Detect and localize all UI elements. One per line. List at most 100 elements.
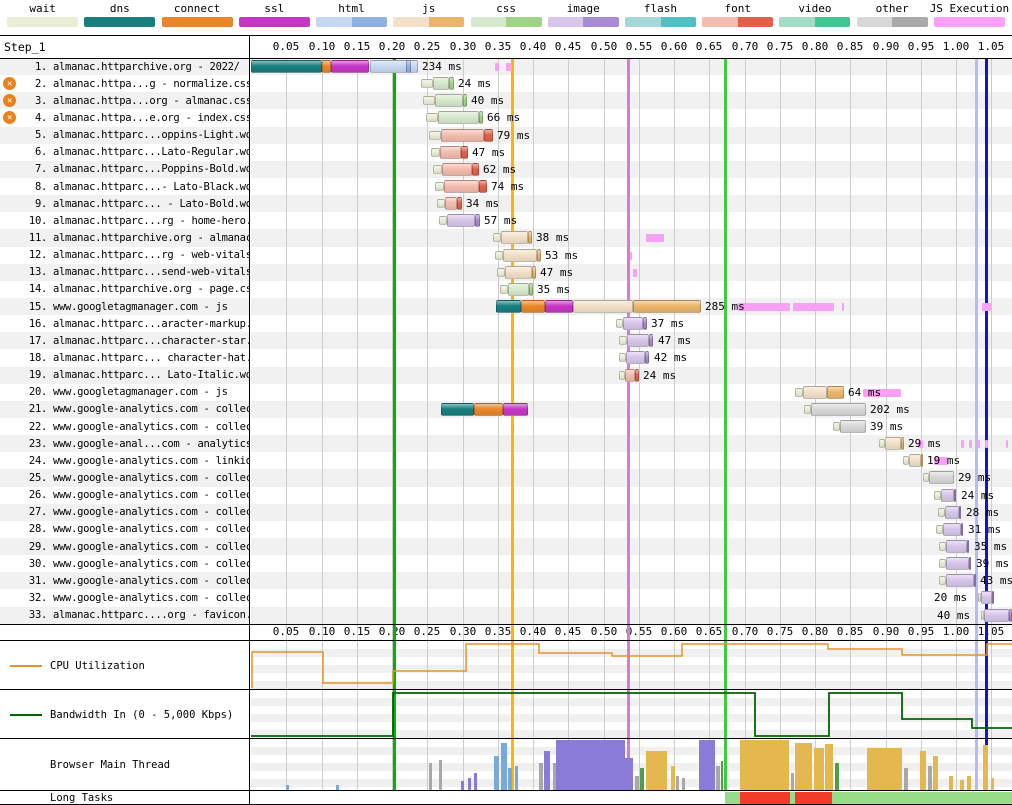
request-bar-segment-wait	[619, 370, 625, 380]
request-url: almanac.httparc...character-star.png	[53, 334, 249, 347]
request-list-item[interactable]: 7. almanac.httparc...Poppins-Bold.woff2	[0, 160, 249, 178]
request-number: 24.	[28, 454, 47, 467]
request-list-item[interactable]: 10. almanac.httparc...rg - home-hero.png	[0, 212, 249, 229]
request-list-item[interactable]: 20. www.googletagmanager.com - js	[0, 384, 249, 401]
request-list-item[interactable]: 26. www.google-analytics.com - collect	[0, 487, 249, 504]
js-execution-mark	[1006, 440, 1008, 449]
request-bar-segment-img_l	[941, 488, 954, 502]
long-task-bar	[740, 792, 790, 804]
waterfall-row[interactable]: 43 ms	[251, 572, 1012, 590]
waterfall-row[interactable]: 39 ms	[251, 418, 1012, 435]
request-duration-label: 202 ms	[870, 402, 910, 416]
waterfall-row[interactable]: 39 ms	[251, 555, 1012, 572]
request-list-item[interactable]: 27. www.google-analytics.com - collect	[0, 503, 249, 521]
request-list-item[interactable]: 13. almanac.httparc...send-web-vitals.js	[0, 263, 249, 281]
request-list-item[interactable]: 22. www.google-analytics.com - collect	[0, 418, 249, 435]
request-url: www.google-analytics.com - collect	[53, 574, 249, 587]
request-list-item[interactable]: 24. www.google-analytics.com - linkid.js	[0, 452, 249, 469]
legend-item-label: video	[798, 2, 832, 15]
request-list-item[interactable]: 9. almanac.httparc... - Lato-Bold.woff2	[0, 195, 249, 213]
waterfall-row[interactable]: 29 ms	[251, 435, 1012, 453]
waterfall-row[interactable]: 79 ms	[251, 126, 1012, 144]
request-bar-segment-img_d	[954, 488, 956, 502]
request-number: 5.	[34, 129, 47, 142]
request-list-item[interactable]: 30. www.google-analytics.com - collect	[0, 555, 249, 572]
waterfall-row[interactable]: 35 ms	[251, 537, 1012, 556]
waterfall-row[interactable]: 31 ms	[251, 521, 1012, 538]
request-bar-segment-font_l	[444, 179, 479, 193]
request-bar-segment-js_l	[505, 265, 532, 279]
time-tick-label: 0.70	[731, 40, 759, 53]
request-list-item[interactable]: 28. www.google-analytics.com - collect	[0, 521, 249, 538]
waterfall-row[interactable]: 40 ms	[251, 606, 1012, 624]
waterfall-row[interactable]: 42 ms	[251, 349, 1012, 366]
time-tick-label: 0.75	[766, 40, 794, 53]
legend-item-label: css	[496, 2, 516, 15]
request-list-item[interactable]: ✕ 2. almanac.httpa...g - normalize.css	[0, 75, 249, 92]
waterfall-row[interactable]: 47 ms	[251, 332, 1012, 350]
waterfall-row[interactable]: 57 ms	[251, 212, 1012, 229]
request-list-item[interactable]: 5. almanac.httparc...oppins-Light.woff2	[0, 126, 249, 144]
waterfall-row[interactable]: 53 ms	[251, 247, 1012, 264]
request-list-item[interactable]: 14. almanac.httparchive.org - page.css	[0, 281, 249, 298]
waterfall-row[interactable]: 47 ms	[251, 144, 1012, 161]
waterfall-row[interactable]: 66 ms	[251, 109, 1012, 126]
request-list-item[interactable]: 17. almanac.httparc...character-star.png	[0, 332, 249, 350]
request-list-item[interactable]: 6. almanac.httparc...Lato-Regular.woff2	[0, 144, 249, 161]
waterfall-row[interactable]: 24 ms	[251, 75, 1012, 92]
waterfall-row[interactable]: 35 ms	[251, 281, 1012, 298]
waterfall-row[interactable]: 38 ms	[251, 229, 1012, 247]
waterfall-row[interactable]: 28 ms	[251, 503, 1012, 521]
js-execution-mark	[985, 440, 988, 449]
waterfall-row[interactable]: 20 ms	[251, 589, 1012, 606]
request-bar-segment-img_l	[946, 539, 967, 553]
request-bar-segment-css_d	[463, 94, 467, 108]
request-number: 17.	[28, 334, 47, 347]
waterfall-row[interactable]: 234 ms	[251, 58, 1012, 76]
request-url: www.google-analytics.com - collect	[53, 506, 249, 519]
request-url: www.google-analytics.com - collect	[53, 557, 249, 570]
request-list-item[interactable]: 8. almanac.httparc...- Lato-Black.woff2	[0, 178, 249, 195]
waterfall-row[interactable]: 37 ms	[251, 315, 1012, 332]
waterfall-row[interactable]: 64 ms	[251, 384, 1012, 401]
request-list-item[interactable]: ✕ 4. almanac.httpa...e.org - index.css	[0, 109, 249, 126]
request-list-item[interactable]: ✕ 3. almanac.httpa...org - almanac.css	[0, 92, 249, 110]
request-list-item[interactable]: 31. www.google-analytics.com - collect	[0, 572, 249, 590]
request-list-item[interactable]: 33. almanac.httparc....org - favicon.ico	[0, 606, 249, 624]
waterfall-row[interactable]: 285 ms	[251, 297, 1012, 316]
request-list-item[interactable]: 1. almanac.httparchive.org - 2022/	[0, 58, 249, 76]
time-tick-label: 0.30	[449, 40, 477, 53]
waterfall-row[interactable]: 47 ms	[251, 263, 1012, 281]
request-url: almanac.httparchive.org - almanac.js	[53, 231, 249, 244]
request-list-item[interactable]: 18. almanac.httparc... character-hat.png	[0, 349, 249, 366]
request-duration-label: 31 ms	[968, 522, 1002, 536]
waterfall-row[interactable]: 62 ms	[251, 160, 1012, 178]
waterfall-row[interactable]: 24 ms	[251, 487, 1012, 504]
request-bar-segment-dns	[496, 299, 521, 313]
waterfall-row[interactable]: 202 ms	[251, 400, 1012, 418]
request-duration-label: 24 ms	[458, 77, 492, 91]
request-list-item[interactable]: 11. almanac.httparchive.org - almanac.js	[0, 229, 249, 247]
request-list-item[interactable]: 15. www.googletagmanager.com - js	[0, 297, 249, 316]
request-list-item[interactable]: 29. www.google-analytics.com - collect	[0, 537, 249, 556]
waterfall-row[interactable]: 24 ms	[251, 366, 1012, 384]
waterfall-row[interactable]: 29 ms	[251, 469, 1012, 487]
waterfall-row[interactable]: 34 ms	[251, 195, 1012, 213]
request-list-item[interactable]: 25. www.google-analytics.com - collect	[0, 469, 249, 487]
legend-swatch	[933, 17, 1005, 27]
main-thread-activity-bar	[991, 778, 994, 791]
request-list-item[interactable]: 21. www.google-analytics.com - collect	[0, 400, 249, 418]
legend-item: image	[545, 2, 622, 27]
request-list-item[interactable]: 19. almanac.httparc... Lato-Italic.woff2	[0, 366, 249, 384]
request-list-item[interactable]: 32. www.google-analytics.com - collect	[0, 589, 249, 606]
waterfall-row[interactable]: 74 ms	[251, 178, 1012, 195]
request-list-item[interactable]: 16. almanac.httparc...aracter-markup.png	[0, 315, 249, 332]
request-list-item[interactable]: 23. www.google-anal...com - analytics.js	[0, 435, 249, 453]
request-bar-segment-js_d	[633, 299, 701, 313]
request-duration-label: 285 ms	[705, 299, 745, 313]
request-bar-segment-img_l	[946, 557, 969, 571]
request-duration-label: 47 ms	[540, 265, 574, 279]
waterfall-row[interactable]: 19 ms	[251, 452, 1012, 469]
request-list-item[interactable]: 12. almanac.httparc...rg - web-vitals.js	[0, 247, 249, 264]
waterfall-row[interactable]: 40 ms	[251, 92, 1012, 110]
